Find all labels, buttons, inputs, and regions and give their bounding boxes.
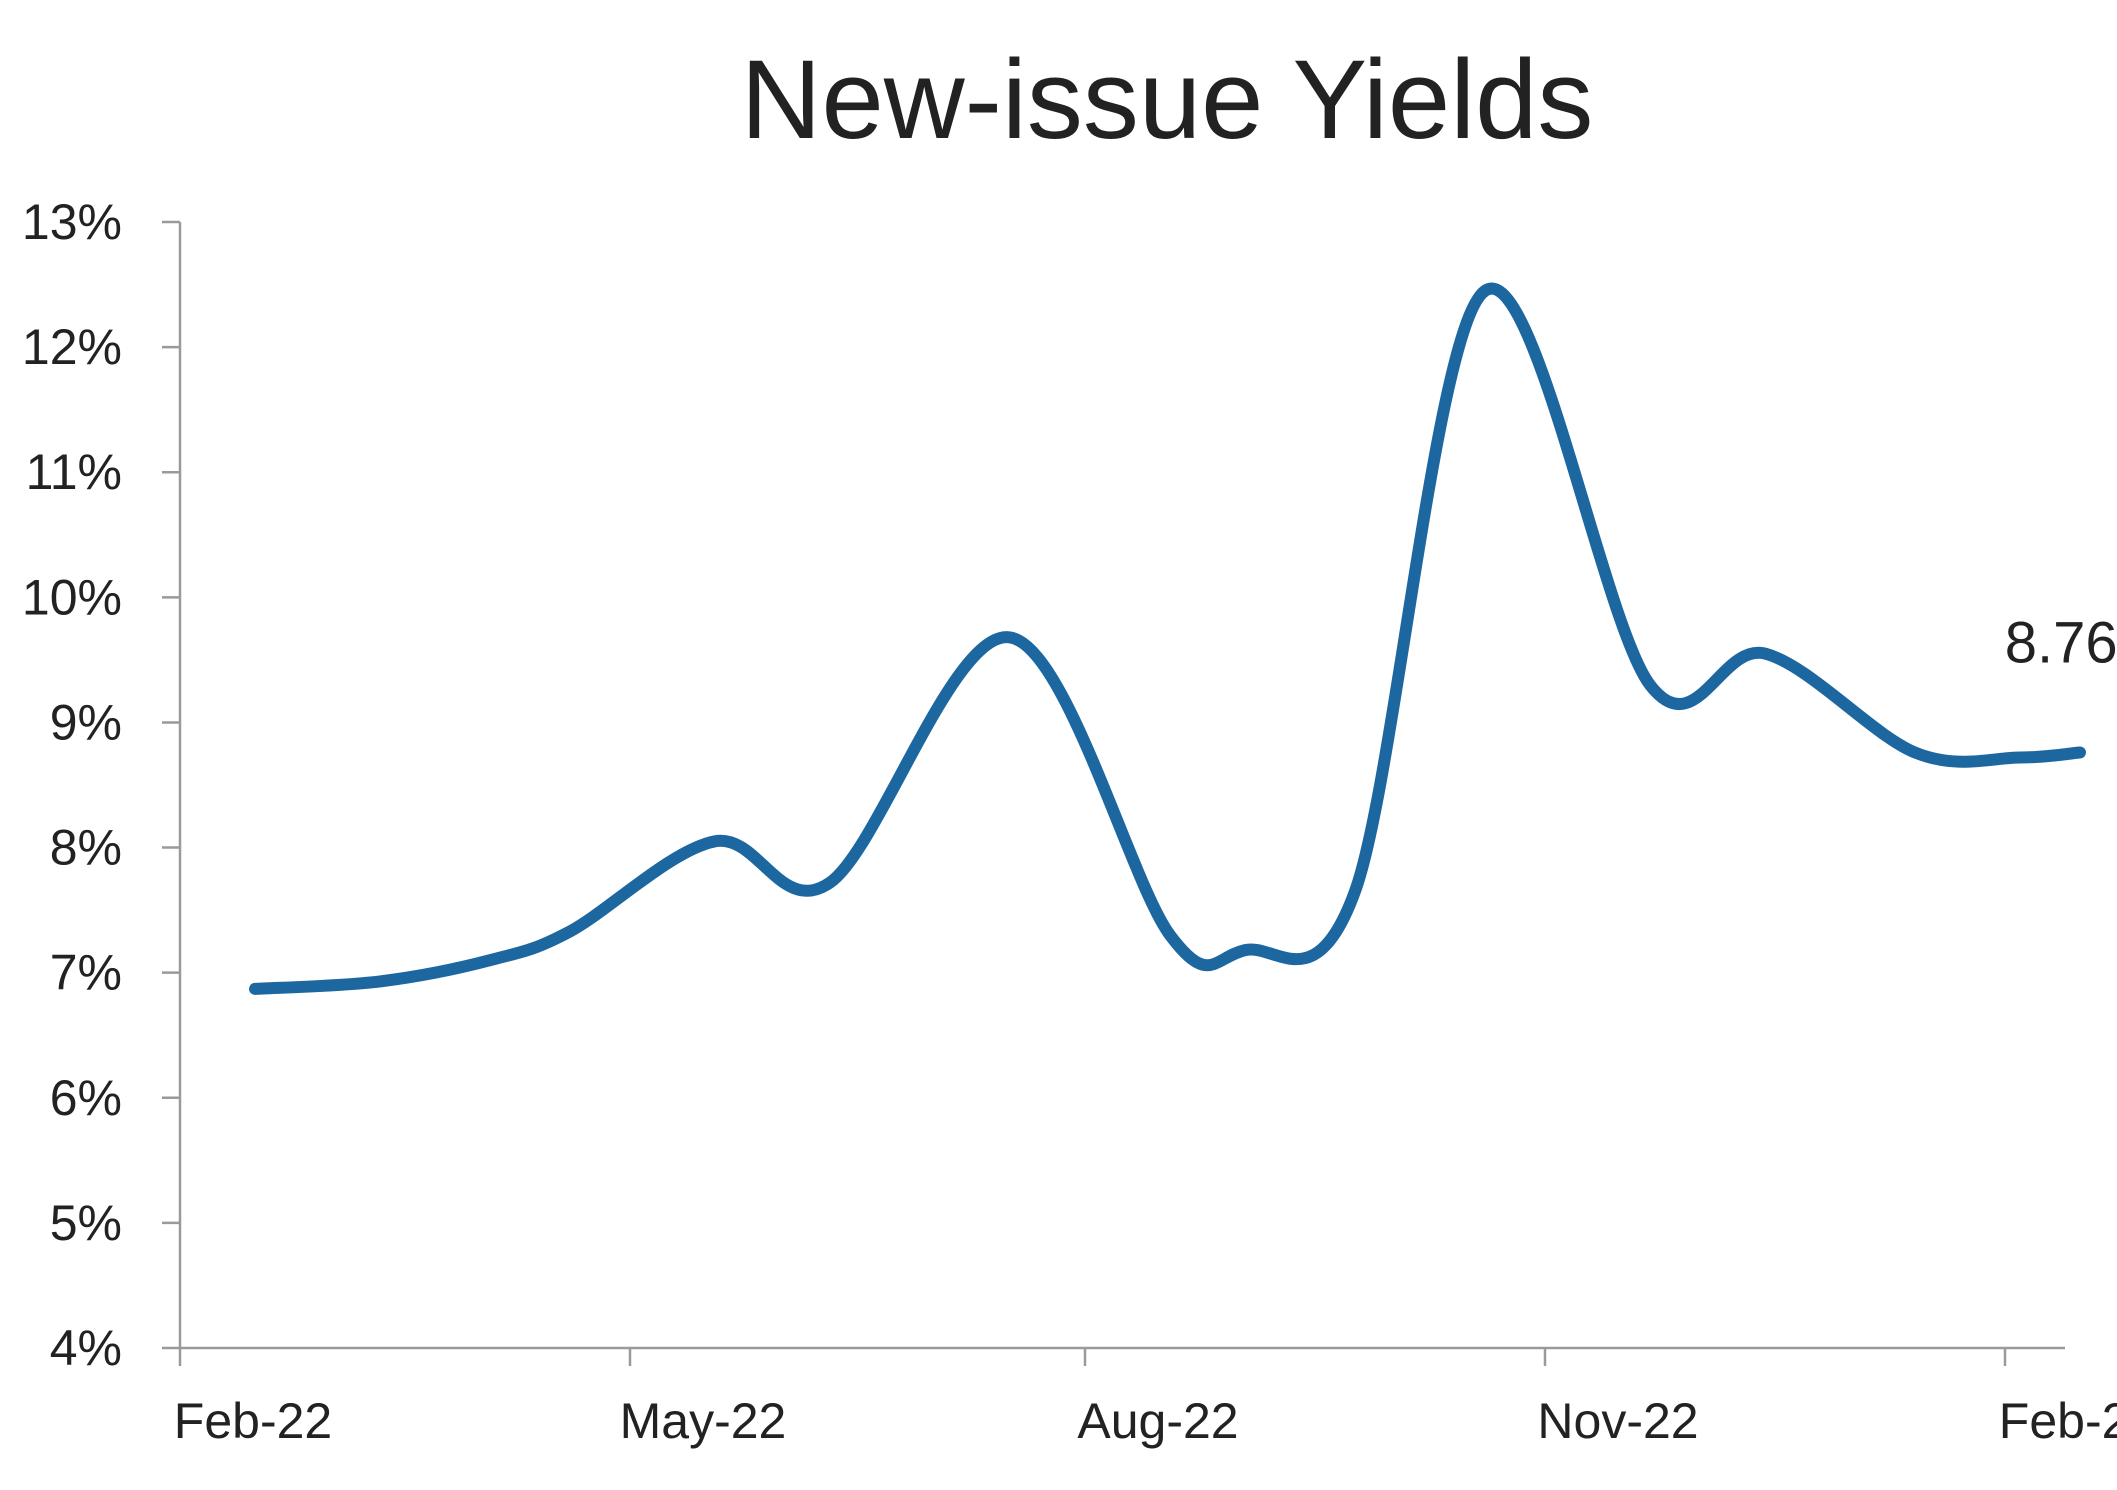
y-tick-label: 6% [50, 1070, 122, 1126]
y-tick-label: 5% [50, 1195, 122, 1251]
series-line [255, 289, 2080, 989]
y-tick-label: 11% [26, 444, 122, 500]
x-tick-label: Nov-22 [1537, 1393, 1698, 1449]
x-tick-label: Feb-22 [174, 1393, 332, 1449]
y-tick-label: 12% [22, 319, 122, 375]
data-label: 8.76% [2005, 610, 2117, 675]
y-tick-label: 13% [22, 194, 122, 250]
y-tick-label: 8% [50, 820, 122, 876]
y-tick-label: 4% [50, 1320, 122, 1376]
y-tick-label: 10% [22, 569, 122, 625]
x-tick-label: May-22 [620, 1393, 787, 1449]
x-tick-label: Aug-22 [1077, 1393, 1238, 1449]
y-tick-label: 9% [50, 694, 122, 750]
x-tick-label: Feb-23 [1999, 1393, 2117, 1449]
chart-title: New-issue Yields [741, 37, 1594, 162]
y-tick-label: 7% [50, 945, 122, 1001]
series-layer [255, 289, 2080, 989]
axes: 4% 5% 6% 7% 8% 9% 10% 11% 12% 13% Feb-22 May-22 Aug-… [22, 194, 2117, 1449]
annotation-layer: 8.76% [2005, 610, 2117, 675]
